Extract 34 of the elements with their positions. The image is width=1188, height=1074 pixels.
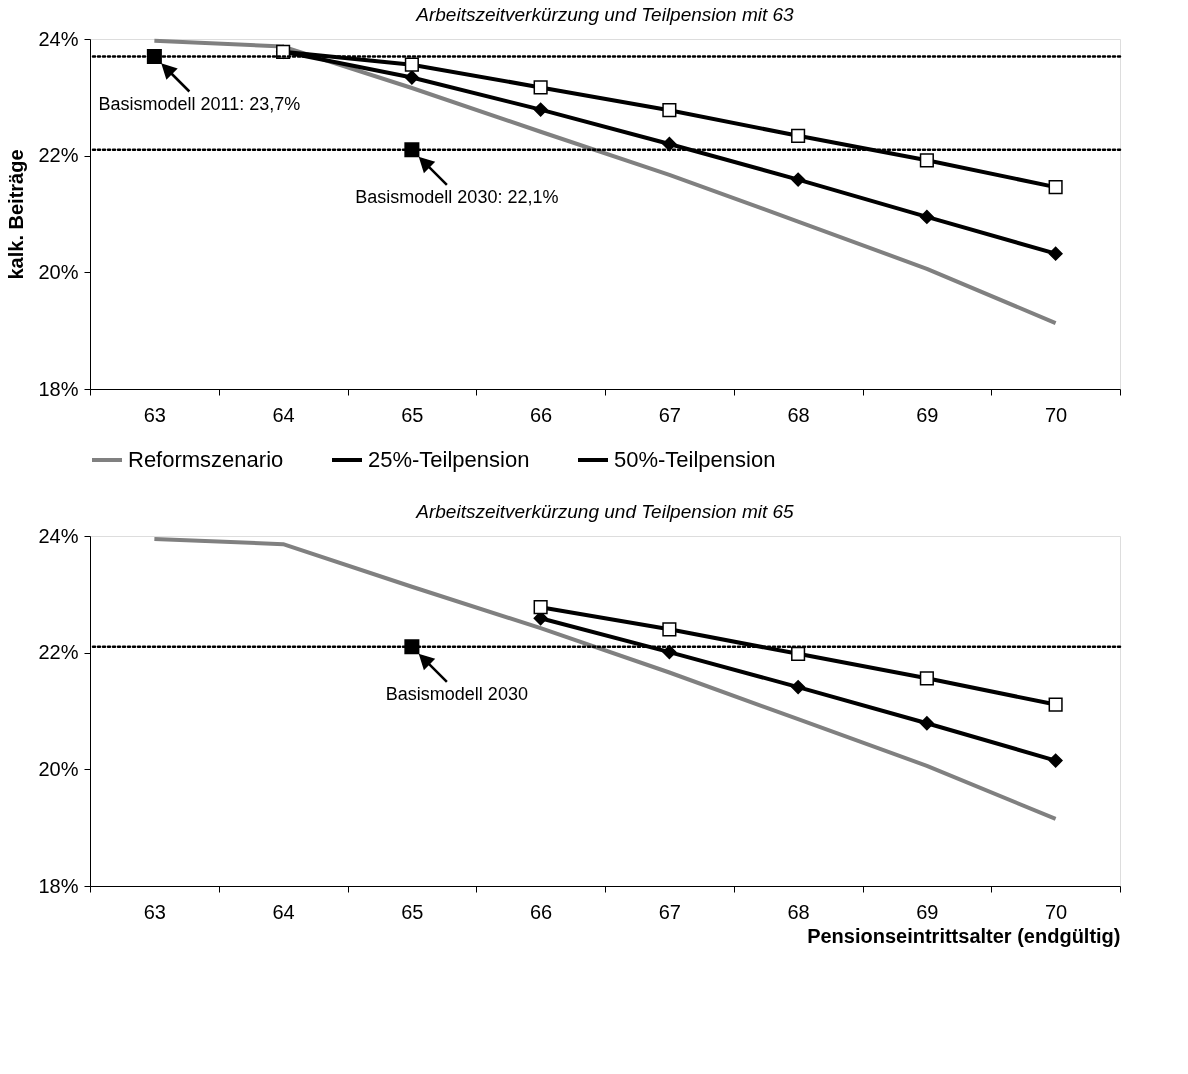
x-tick-label: 64 [272,900,295,923]
x-tick-label: 70 [1045,403,1068,426]
y-tick-label: 20% [38,260,79,283]
y-tick-label: 24% [38,524,79,547]
x-tick-label: 66 [530,900,553,923]
chart-title: Arbeitszeitverkürzung und Teilpension mit 63 [415,4,795,25]
x-tick-label: 69 [916,900,939,923]
legend-label: 25%-Teilpension [368,447,530,472]
x-tick-label: 66 [530,403,553,426]
annotation: Basismodell 2011: 23,7% [98,93,301,114]
y-axis-title: kalk. Beiträge [4,149,27,280]
y-tick-label: 22% [38,144,79,167]
annotation: Basismodell 2030: 22,1% [355,186,559,207]
x-tick-label: 69 [916,403,939,426]
x-tick-label: 65 [401,900,424,923]
x-tick-label: 63 [143,900,166,923]
y-tick-label: 20% [38,757,79,780]
x-tick-label: 70 [1045,900,1068,923]
x-tick-label: 67 [658,900,681,923]
legend-label: Reformszenario [128,447,284,472]
x-tick-label: 67 [658,403,681,426]
x-tick-label: 68 [787,403,810,426]
y-tick-label: 18% [38,874,79,897]
y-tick-label: 24% [38,27,79,50]
x-axis-title: Pensionseintrittsalter (endgültig) [807,924,1121,947]
chart-title: Arbeitszeitverkürzung und Teilpension mit 65 [415,501,795,522]
annotation: Basismodell 2030 [385,683,528,704]
y-tick-label: 22% [38,641,79,664]
x-tick-label: 63 [143,403,166,426]
legend-label: 50%-Teilpension [614,447,776,472]
x-tick-label: 64 [272,403,295,426]
y-tick-label: 18% [38,377,79,400]
x-tick-label: 68 [787,900,810,923]
x-tick-label: 65 [401,403,424,426]
